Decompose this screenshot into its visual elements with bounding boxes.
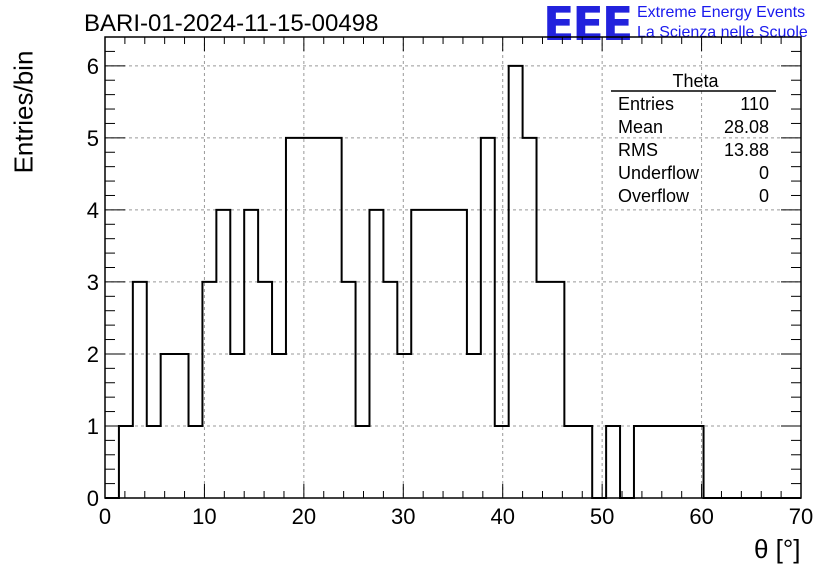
stats-title: Theta (672, 71, 719, 91)
stats-box: Theta Entries 110 Mean 28.08 RMS 13.88 Underflo… (611, 71, 776, 206)
tick-labels: 0 10 20 30 40 50 60 70 0 1 2 3 4 5 6 (87, 54, 813, 529)
stats-row-value: 110 (740, 94, 769, 114)
stats-row-label: Entries (618, 94, 674, 114)
y-tick-label: 2 (87, 342, 99, 367)
y-tick-label: 4 (87, 198, 99, 223)
axis-ticks (104, 36, 802, 499)
x-tick-label: 30 (391, 504, 415, 529)
histogram-bars (105, 64, 801, 499)
stats-row-label: Mean (618, 117, 663, 137)
x-tick-label: 50 (590, 504, 614, 529)
stats-row-label: RMS (618, 140, 658, 160)
stats-row-label: Underflow (618, 163, 700, 183)
y-tick-label: 1 (87, 414, 99, 439)
x-axis-label: θ [°] (754, 534, 801, 564)
logo-caption-line1: Extreme Energy Events (637, 4, 806, 21)
x-tick-label: 70 (789, 504, 813, 529)
stats-row-value: 28.08 (724, 117, 769, 137)
x-tick-label: 60 (689, 504, 713, 529)
grid (105, 37, 801, 498)
stats-row-value: 0 (759, 186, 769, 206)
y-tick-label: 6 (87, 54, 99, 79)
axes-frame (104, 36, 802, 499)
y-tick-label: 5 (87, 126, 99, 151)
x-tick-label: 10 (192, 504, 216, 529)
chart-title: BARI-01-2024-11-15-00498 (84, 10, 379, 37)
x-tick-label: 20 (292, 504, 316, 529)
stats-row-label: Overflow (618, 186, 690, 206)
x-tick-label: 0 (99, 504, 111, 529)
x-tick-label: 40 (490, 504, 514, 529)
stats-row-value: 13.88 (724, 140, 769, 160)
stats-row-value: 0 (759, 163, 769, 183)
eee-logo: EEE (543, 0, 633, 51)
y-tick-label: 3 (87, 270, 99, 295)
histogram-outline (105, 64, 801, 499)
plot-frame (104, 36, 802, 499)
y-tick-label: 0 (87, 486, 99, 511)
